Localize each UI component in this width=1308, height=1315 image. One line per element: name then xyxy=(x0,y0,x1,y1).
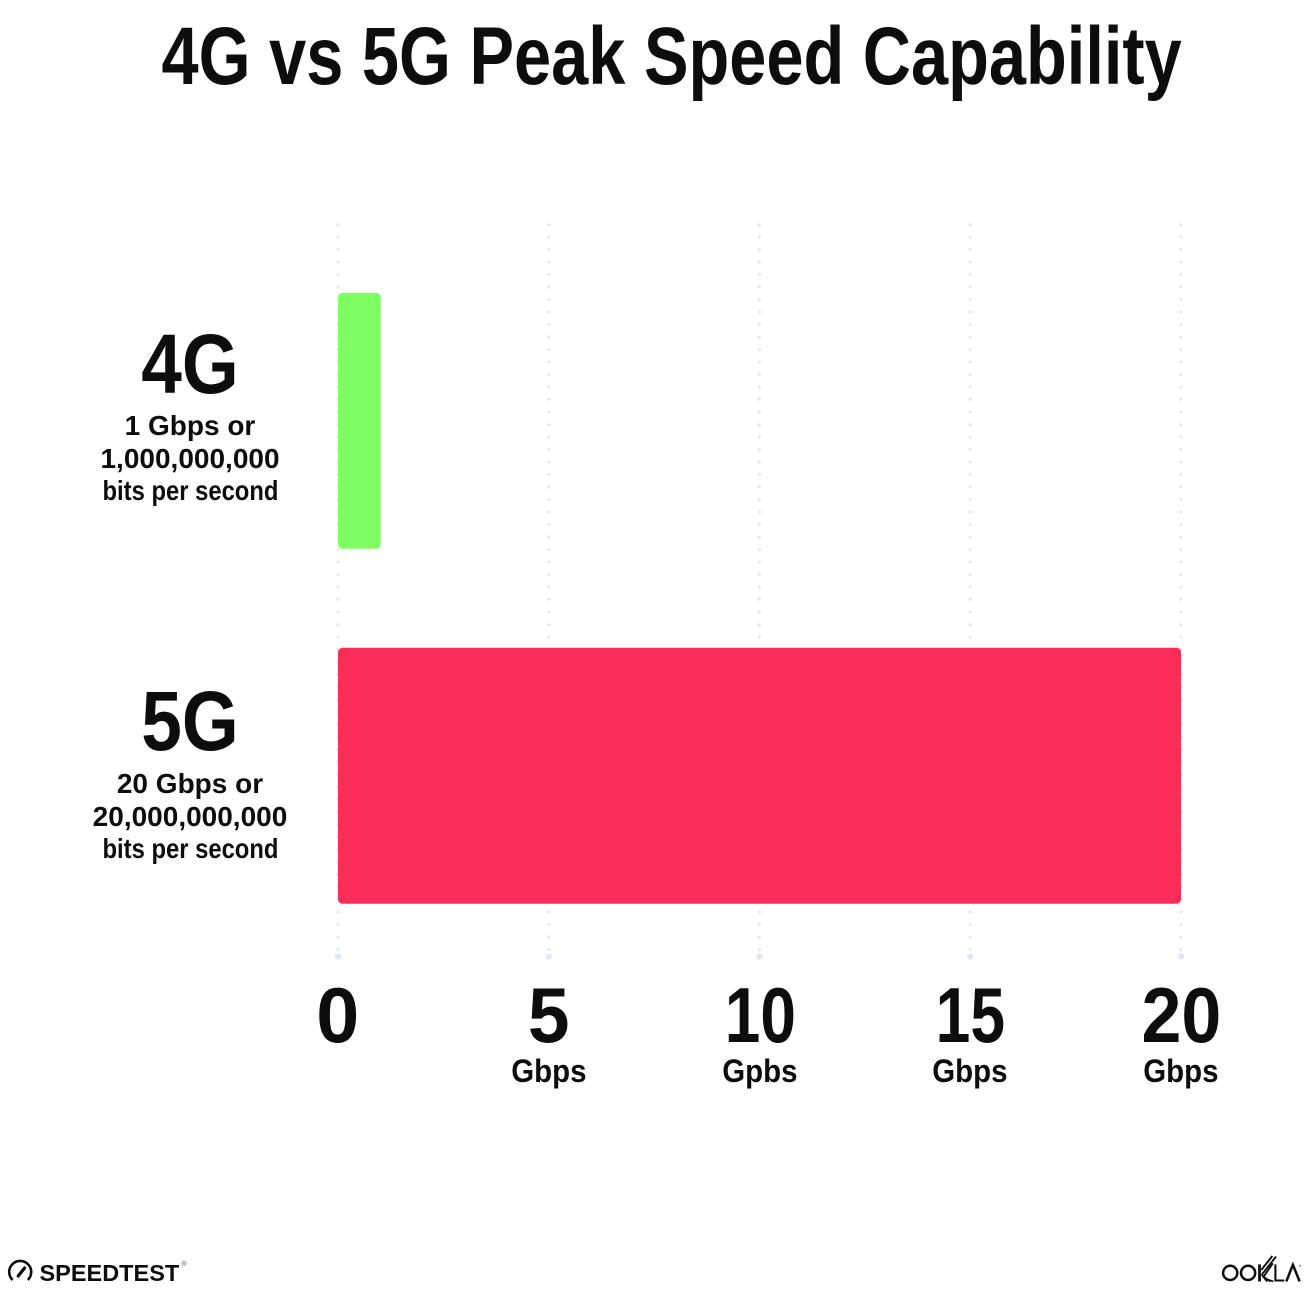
svg-text:SPEEDTEST: SPEEDTEST xyxy=(40,1260,180,1286)
svg-text:®: ® xyxy=(182,1260,188,1268)
